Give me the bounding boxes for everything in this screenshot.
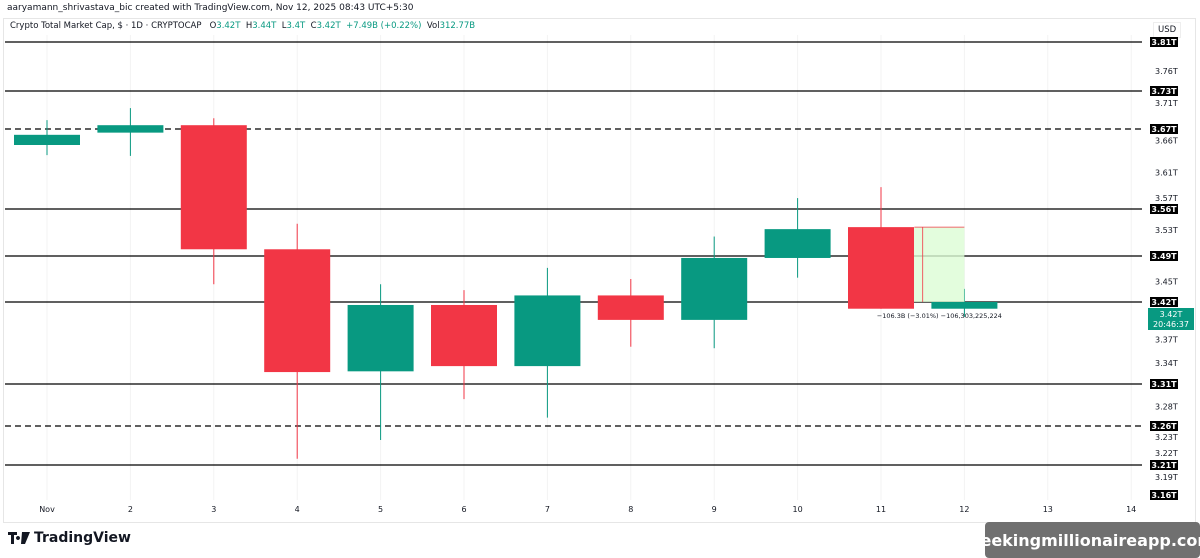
volume-value: 312.77B: [439, 21, 476, 31]
level-price-label: 3.21T: [1151, 461, 1177, 470]
y-tick-label: 3.28T: [1155, 403, 1178, 412]
x-tick-label: 4: [295, 505, 300, 514]
measure-range-box: [914, 227, 965, 302]
candle-body: [931, 302, 998, 309]
candle-body: [180, 125, 247, 250]
y-tick-label: 3.22T: [1155, 449, 1178, 458]
x-tick-label: 14: [1126, 505, 1136, 514]
y-tick-label: 3.57T: [1155, 194, 1178, 203]
y-tick-label: 3.19T: [1155, 473, 1178, 482]
level-price-label: 3.81T: [1151, 38, 1177, 47]
x-tick-label: 11: [876, 505, 886, 514]
level-price-tag: [1150, 297, 1178, 307]
x-tick-label: 10: [793, 505, 803, 514]
tradingview-logo-icon: [8, 532, 30, 544]
change-value: +7.49B (+0.22%): [346, 21, 422, 31]
candle-body: [264, 249, 331, 373]
close-label: C: [310, 21, 317, 31]
x-tick-label: 8: [628, 505, 633, 514]
y-tick-label: 3.66T: [1155, 136, 1178, 145]
candle-body: [431, 304, 497, 367]
level-price-label: 3.26T: [1151, 422, 1177, 431]
x-tick-label: 7: [545, 505, 550, 514]
candle-body: [764, 229, 831, 258]
candle-body: [14, 134, 80, 145]
x-tick-label: 9: [712, 505, 717, 514]
candle-body: [597, 295, 664, 320]
y-tick-label: 3.76T: [1155, 67, 1178, 76]
x-tick-label: 3: [211, 505, 216, 514]
bar-countdown: 20:46:37: [1153, 320, 1189, 329]
low-label: L: [281, 21, 287, 31]
y-tick-label: 3.34T: [1155, 359, 1178, 368]
y-tick-label: 3.23T: [1155, 433, 1178, 442]
y-tick-label: 3.37T: [1155, 335, 1178, 344]
x-tick-label: Nov: [39, 505, 55, 514]
candle-body: [97, 125, 164, 133]
tradingview-logo[interactable]: TradingView: [8, 530, 131, 546]
level-price-tag: [1150, 204, 1178, 214]
y-tick-label: 3.71T: [1155, 99, 1178, 108]
level-price-tag: [1150, 490, 1178, 500]
last-price-label: 3.42T: [1160, 310, 1183, 319]
y-tick-label: 3.61T: [1155, 169, 1178, 178]
level-price-tag: [1150, 421, 1178, 431]
brand-name: TradingView: [34, 530, 131, 546]
credit-text: aaryamann_shrivastava_bic created with T…: [7, 3, 414, 13]
level-price-label: 3.73T: [1151, 87, 1177, 96]
low-value: 3.4T: [286, 21, 306, 31]
candle-body: [347, 304, 414, 372]
level-price-tag: [1150, 37, 1178, 47]
level-price-label: 3.67T: [1151, 125, 1177, 134]
symbol-name[interactable]: Crypto Total Market Cap, $ · 1D · CRYPTO…: [10, 21, 202, 31]
close-value: 3.42T: [316, 21, 341, 31]
level-price-tag: [1150, 251, 1178, 261]
level-price-label: 3.16T: [1151, 491, 1177, 500]
y-tick-label: 3.45T: [1155, 278, 1178, 287]
volume-label: Vol: [426, 21, 440, 31]
level-price-label: 3.42T: [1151, 298, 1177, 307]
x-tick-label: 12: [959, 505, 969, 514]
level-price-tag: [1150, 460, 1178, 470]
open-label: O: [209, 21, 217, 31]
y-tick-label: 3.53T: [1155, 226, 1178, 235]
x-tick-label: 13: [1043, 505, 1053, 514]
candle-body: [681, 257, 748, 320]
chart-frame: [3, 18, 1196, 523]
level-price-label: 3.56T: [1151, 205, 1177, 214]
level-price-label: 3.49T: [1151, 252, 1177, 261]
level-price-label: 3.31T: [1151, 380, 1177, 389]
x-tick-label: 6: [461, 505, 466, 514]
x-tick-label: 2: [128, 505, 133, 514]
measure-label: −106.3B (−3.01%) −106,303,225,224: [877, 312, 1002, 320]
high-value: 3.44T: [252, 21, 277, 31]
watermark: seekingmillionaireapp.com: [971, 522, 1200, 558]
candle-body: [514, 295, 581, 367]
level-price-tag: [1150, 379, 1178, 389]
x-tick-label: 5: [378, 505, 383, 514]
level-price-tag: [1150, 86, 1178, 96]
level-price-tag: [1150, 124, 1178, 134]
last-price-tag: [1148, 308, 1194, 330]
high-label: H: [245, 21, 253, 31]
open-value: 3.42T: [216, 21, 241, 31]
symbol-legend: Crypto Total Market Cap, $ · 1D · CRYPTO…: [10, 21, 475, 31]
candle-body: [848, 227, 914, 309]
